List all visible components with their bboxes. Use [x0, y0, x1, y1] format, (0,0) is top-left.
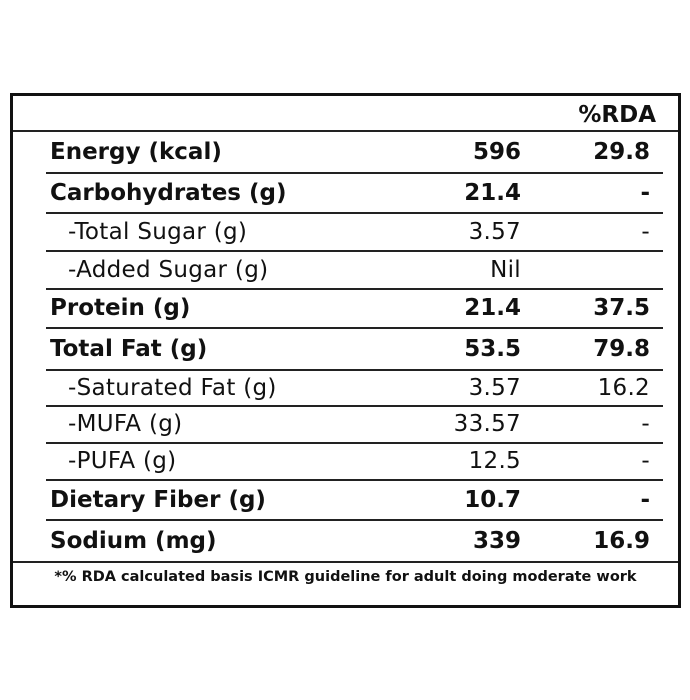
row-divider: [13, 130, 678, 132]
row-value: 3.57: [468, 374, 521, 401]
row-value: 53.5: [464, 335, 521, 362]
row-label: Carbohydrates (g): [50, 179, 287, 206]
row-rda: -: [641, 448, 650, 474]
row-label: -Saturated Fat (g): [68, 374, 277, 401]
nutrition-table: %RDA *% RDA calculated basis ICMR guidel…: [10, 93, 681, 608]
row-value: 596: [472, 138, 521, 165]
row-divider: [13, 561, 678, 563]
row-rda: 16.2: [597, 374, 650, 401]
row-label: Total Fat (g): [50, 335, 208, 362]
row-rda: -: [641, 218, 650, 245]
row-value: 339: [472, 527, 521, 554]
row-value: 12.5: [468, 448, 521, 474]
row-divider: [46, 479, 663, 481]
row-rda: 16.9: [593, 527, 650, 554]
footnote: *% RDA calculated basis ICMR guideline f…: [54, 569, 637, 585]
rda-header: %RDA: [578, 102, 656, 128]
row-divider: [46, 250, 663, 252]
row-value: 21.4: [464, 295, 521, 321]
row-divider: [46, 442, 663, 444]
row-rda: -: [640, 179, 650, 206]
row-label: Dietary Fiber (g): [50, 486, 266, 513]
row-label: Sodium (mg): [50, 527, 217, 554]
row-rda: -: [640, 486, 650, 513]
row-value: 3.57: [468, 218, 521, 245]
row-divider: [46, 172, 663, 174]
row-rda: -: [641, 411, 650, 437]
row-label: -Total Sugar (g): [68, 218, 248, 245]
row-divider: [46, 369, 663, 371]
row-divider: [46, 288, 663, 290]
row-rda: 79.8: [593, 335, 650, 362]
row-rda: 37.5: [593, 295, 650, 321]
row-divider: [46, 519, 663, 521]
row-value: Nil: [490, 256, 521, 283]
row-value: 33.57: [453, 411, 521, 437]
row-value: 21.4: [464, 179, 521, 206]
row-label: -Added Sugar (g): [68, 256, 269, 283]
row-label: Energy (kcal): [50, 138, 222, 165]
row-divider: [46, 405, 663, 407]
row-rda: 29.8: [593, 138, 650, 165]
row-label: -MUFA (g): [68, 411, 183, 437]
row-divider: [46, 212, 663, 214]
row-label: Protein (g): [50, 295, 191, 321]
row-label: -PUFA (g): [68, 448, 177, 474]
row-value: 10.7: [464, 486, 521, 513]
row-divider: [46, 327, 663, 329]
